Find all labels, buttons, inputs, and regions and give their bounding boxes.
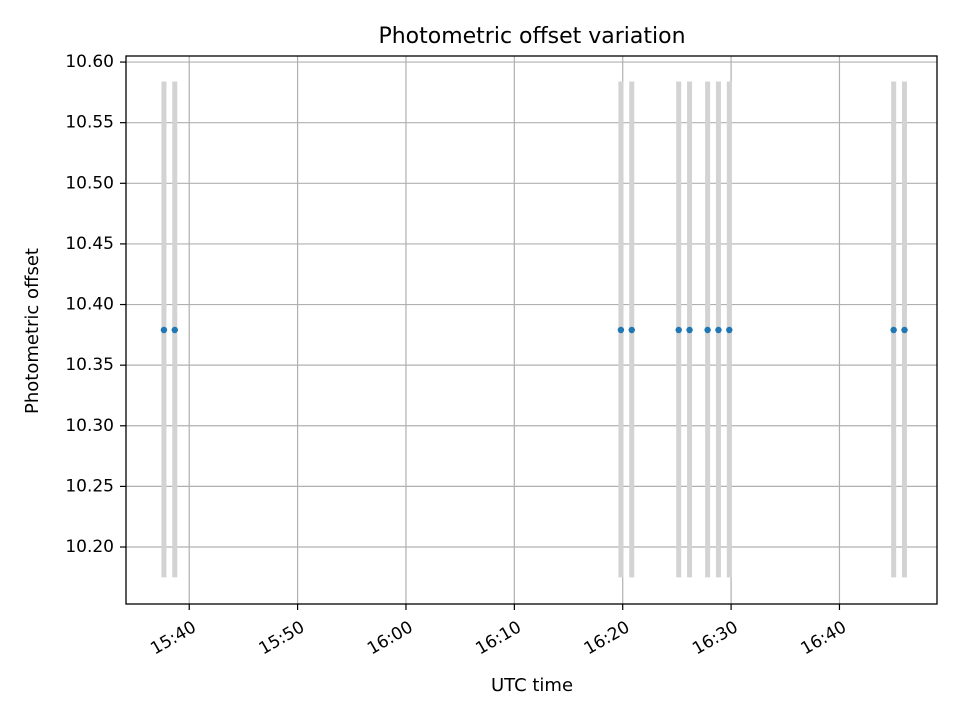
y-axis-label: Photometric offset (22, 248, 43, 414)
data-point (628, 326, 635, 334)
y-tick-label: 10.45 (65, 234, 114, 254)
chart-title: Photometric offset variation (378, 24, 685, 49)
data-point (686, 326, 693, 334)
data-points (160, 326, 908, 334)
y-tick-label: 10.35 (65, 355, 114, 375)
data-point (704, 326, 711, 334)
y-axis-ticks: 10.20 10.25 10.30 10.35 10.40 10.45 10.50 10.55… (65, 52, 126, 557)
y-tick-label: 10.20 (65, 537, 114, 557)
y-tick-label: 10.60 (65, 52, 114, 72)
y-tick-label: 10.55 (65, 113, 114, 133)
y-tick-label: 10.50 (65, 173, 114, 193)
y-tick-label: 10.25 (65, 476, 114, 496)
plot-area (125, 55, 938, 605)
data-point (726, 326, 733, 334)
data-point (171, 326, 178, 334)
plot-frame (125, 55, 938, 605)
data-point (715, 326, 722, 334)
data-point (901, 326, 908, 334)
data-point (617, 326, 625, 334)
data-point (890, 326, 897, 334)
data-point (160, 326, 168, 334)
data-point (675, 326, 682, 334)
x-axis-label: UTC time (491, 675, 573, 696)
y-tick-label: 10.40 (65, 295, 114, 315)
y-tick-label: 10.30 (65, 416, 114, 436)
